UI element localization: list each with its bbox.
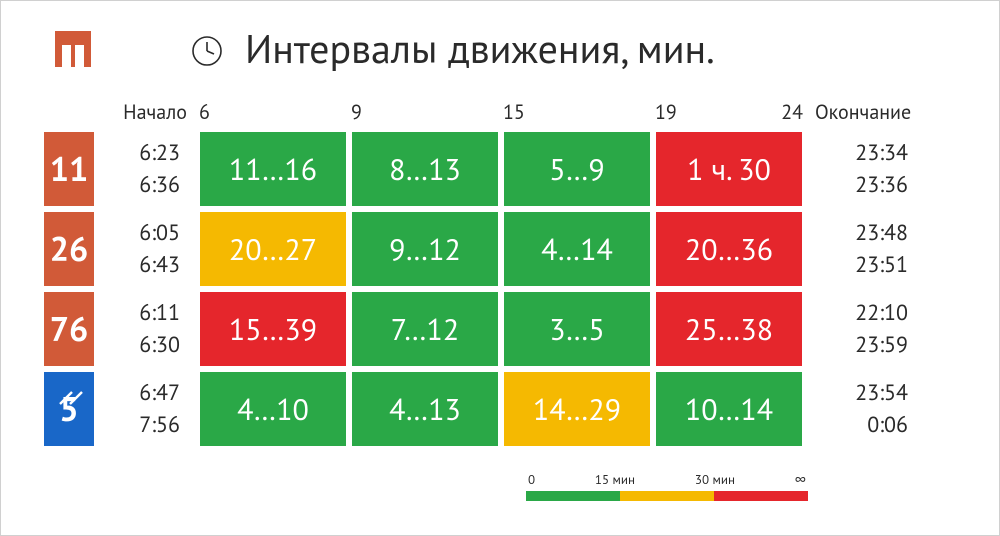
end-time: 23:51 — [855, 251, 908, 279]
interval-cell: 8…13 — [349, 129, 501, 209]
hour-label-6: 6 — [197, 97, 349, 129]
legend-segment — [526, 491, 620, 501]
start-times-route-26: 6:05 6:43 — [103, 209, 197, 289]
hour-label-15: 15 — [501, 97, 653, 129]
legend-segment — [714, 491, 808, 501]
legend-label: ∞ — [795, 471, 806, 488]
end-times-route-5: 23:54 0:06 — [805, 369, 925, 449]
route-badge-11: 11 — [41, 129, 97, 209]
interval-cell: 10…14 — [653, 369, 805, 449]
page-title: Интервалы движения, мин. — [245, 23, 715, 75]
interval-cell: 9…12 — [349, 209, 501, 289]
legend-label: 30 мин — [695, 471, 735, 488]
interval-cell: 25…38 — [653, 289, 805, 369]
interval-cell: 20…27 — [197, 209, 349, 289]
legend-label: 15 мин — [595, 471, 635, 488]
start-time: 6:47 — [139, 379, 180, 407]
start-time: 6:23 — [139, 139, 180, 167]
interval-cell: 3…5 — [501, 289, 653, 369]
spacer — [41, 97, 103, 129]
end-time: 23:48 — [855, 219, 908, 247]
start-times-route-76: 6:11 6:30 — [103, 289, 197, 369]
end-time: 23:36 — [855, 171, 908, 199]
interval-cell: 7…12 — [349, 289, 501, 369]
start-time: 6:30 — [139, 331, 180, 359]
route-badge-5: 5 — [41, 369, 97, 449]
clock-icon — [191, 35, 223, 67]
interval-cell: 14…29 — [501, 369, 653, 449]
end-times-route-76: 22:10 23:59 — [805, 289, 925, 369]
end-time: 23:59 — [855, 331, 908, 359]
end-time: 22:10 — [855, 299, 908, 327]
hour-label-9: 9 — [349, 97, 501, 129]
legend-label: 0 — [528, 471, 535, 488]
interval-cell: 4…14 — [501, 209, 653, 289]
hour-label-19-24: 1924 — [653, 97, 805, 129]
start-time: 7:56 — [139, 411, 180, 439]
interval-cell: 4…13 — [349, 369, 501, 449]
interval-table: Начало69151924Окончание 11 6:23 6:36 11…168…… — [41, 97, 961, 449]
start-time: 6:36 — [139, 171, 180, 199]
interval-cell: 11…16 — [197, 129, 349, 209]
trolleybus-poles-icon — [56, 371, 86, 385]
interval-cell: 20…36 — [653, 209, 805, 289]
route-badge-26: 26 — [41, 209, 97, 289]
end-times-route-26: 23:48 23:51 — [805, 209, 925, 289]
interval-cell: 1 ч. 30 — [653, 129, 805, 209]
end-time: 23:54 — [855, 379, 908, 407]
start-time: 6:43 — [139, 251, 180, 279]
interval-cell: 4…10 — [197, 369, 349, 449]
route-badge-76: 76 — [41, 289, 97, 369]
end-times-route-11: 23:34 23:36 — [805, 129, 925, 209]
legend-segment — [620, 491, 714, 501]
page-header: Интервалы движения, мин. — [191, 23, 715, 75]
col-label-start: Начало — [103, 97, 197, 129]
end-time: 23:34 — [855, 139, 908, 167]
stop-logo — [55, 31, 91, 67]
start-times-route-5: 6:47 7:56 — [103, 369, 197, 449]
legend: 0 15 мин 30 мин ∞ — [526, 471, 808, 501]
start-time: 6:05 — [139, 219, 180, 247]
end-time: 0:06 — [867, 411, 908, 439]
start-time: 6:11 — [139, 299, 180, 327]
interval-cell: 5…9 — [501, 129, 653, 209]
start-times-route-11: 6:23 6:36 — [103, 129, 197, 209]
interval-cell: 15…39 — [197, 289, 349, 369]
col-label-end: Окончание — [805, 97, 925, 129]
